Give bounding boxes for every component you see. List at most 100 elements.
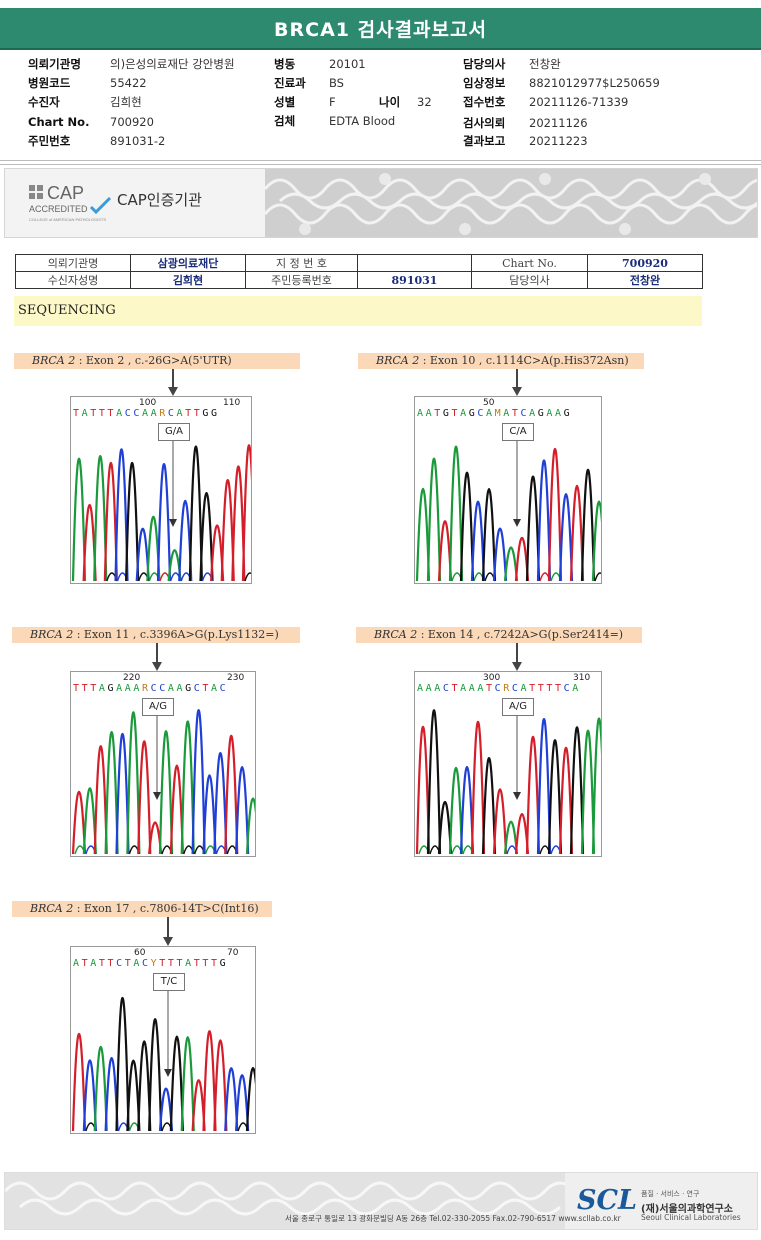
base-call-box: A/G	[502, 698, 534, 716]
position-label: 60	[134, 948, 146, 958]
arrow-down-icon	[163, 937, 173, 946]
trace-peak	[202, 1030, 217, 1132]
base-letter: G	[468, 408, 478, 419]
info-label: 임상정보	[463, 76, 506, 90]
trace-peak	[547, 448, 563, 582]
base-letter: A	[546, 408, 555, 419]
trace-peak	[137, 1040, 152, 1132]
chromatogram-trace	[71, 709, 255, 855]
base-letter: T	[511, 408, 521, 419]
base-letter: T	[202, 958, 211, 969]
base-call-box: A/G	[142, 698, 174, 716]
arrow-line	[516, 643, 518, 665]
trace-peak	[213, 752, 228, 855]
trace-peak	[156, 462, 172, 582]
gene-name: BRCA 2	[376, 354, 420, 367]
variant-description: : Exon 10 , c.1114C>A(p.His372Asn)	[419, 354, 629, 367]
trace-peak	[448, 445, 464, 582]
base-letter: C	[142, 958, 151, 969]
sequencing-header: SEQUENCING	[14, 296, 702, 326]
base-letter: A	[142, 408, 151, 419]
info-value: 전창완	[529, 57, 561, 71]
info-label: 접수번호	[463, 95, 506, 109]
footer-tagline: 품질 · 서비스 · 연구	[641, 1190, 700, 1198]
arrow-down-icon	[512, 387, 522, 396]
info-value: 20211126-71339	[529, 95, 629, 109]
base-letter: T	[486, 683, 495, 694]
base-letter: T	[211, 958, 220, 969]
base-letter: T	[176, 958, 186, 969]
trace-peak	[245, 797, 255, 855]
base-letter: A	[503, 408, 512, 419]
base-letter: C	[442, 683, 452, 694]
chromatogram-trace	[415, 441, 601, 582]
base-letter: A	[555, 408, 564, 419]
base-letter: C	[193, 683, 203, 694]
base-letter: A	[167, 683, 177, 694]
base-call-box: G/A	[158, 423, 190, 441]
trace-peak	[569, 726, 585, 855]
chromatogram: 300 310 AAACTAAATCRCATTTTCA A/G	[414, 671, 602, 857]
trace-peak	[93, 745, 108, 855]
base-letter: T	[90, 408, 99, 419]
base-letter: C	[511, 683, 521, 694]
cap-banner: CAP ACCREDITED COLLEGE of AMERICAN PATHO…	[4, 168, 758, 238]
base-letter: A	[417, 408, 426, 419]
trace-peak	[503, 546, 519, 582]
info-label: 검사의뢰	[463, 116, 506, 130]
variant-label: BRCA 2 : Exon 2 , c.-26G>A(5'UTR)	[14, 353, 300, 369]
trace-peak	[104, 731, 119, 855]
arrow-down-icon	[168, 387, 178, 396]
chromatogram-trace	[71, 441, 251, 582]
trace-peak	[188, 445, 203, 582]
position-label: 50	[483, 398, 495, 408]
base-letter: G	[211, 408, 220, 419]
base-sequence: TTTAGAAARCCAAGCTAC	[73, 683, 228, 694]
chromatogram-trace	[415, 709, 601, 855]
info-value: 20101	[329, 57, 366, 71]
marker-arrow-icon	[513, 519, 521, 527]
trace-peak	[115, 997, 130, 1132]
base-letter: G	[107, 683, 117, 694]
info-label: 주민번호	[28, 134, 71, 148]
trace-peak	[426, 457, 442, 582]
base-sequence: AAACTAAATCRCATTTTCA	[417, 683, 581, 694]
base-letter: M	[494, 408, 504, 419]
info-label: 결과보고	[463, 134, 506, 148]
base-letter: T	[73, 683, 82, 694]
info-label: 병원코드	[28, 76, 71, 90]
variant-description: : Exon 14 , c.7242A>G(p.Ser2414=)	[417, 628, 624, 641]
base-letter: T	[107, 408, 117, 419]
base-letter: A	[520, 683, 530, 694]
trace-peak	[580, 729, 596, 855]
trace-peak	[580, 468, 596, 582]
trace-peak	[459, 765, 475, 855]
table-cell: 의뢰기관명	[15, 254, 131, 272]
base-letter: T	[193, 408, 203, 419]
gene-name: BRCA 2	[32, 354, 76, 367]
chromatogram-trace	[71, 991, 255, 1132]
base-letter: T	[81, 683, 91, 694]
trace-peak	[93, 1045, 108, 1132]
base-letter: C	[150, 683, 160, 694]
base-sequence: AATGTAGCAMATCAGAAG	[417, 408, 572, 419]
base-letter: G	[537, 408, 547, 419]
arrow-line	[172, 369, 174, 390]
position-label: 220	[123, 673, 141, 683]
info-value: 8821012977$L250659	[529, 76, 660, 90]
info-value: 891031-2	[110, 134, 166, 148]
base-letter: C	[116, 958, 125, 969]
position-label: 100	[139, 398, 157, 408]
arrow-down-icon	[512, 662, 522, 671]
base-letter: A	[150, 408, 160, 419]
base-letter: A	[572, 683, 581, 694]
trace-peak	[103, 461, 118, 582]
info-value: 김희현	[110, 95, 142, 109]
trace-peak	[202, 774, 217, 855]
variant-label: BRCA 2 : Exon 11 , c.3396A>G(p.Lys1132=)	[12, 627, 300, 643]
base-letter: A	[133, 683, 142, 694]
patient-table: 의뢰기관명 삼광의료재단 지 정 번 호 Chart No. 700920 수신…	[15, 254, 703, 289]
position-label: 230	[227, 673, 245, 683]
cap-certified-label: CAP인증기관	[117, 191, 202, 209]
table-cell: 전창완	[587, 271, 703, 289]
